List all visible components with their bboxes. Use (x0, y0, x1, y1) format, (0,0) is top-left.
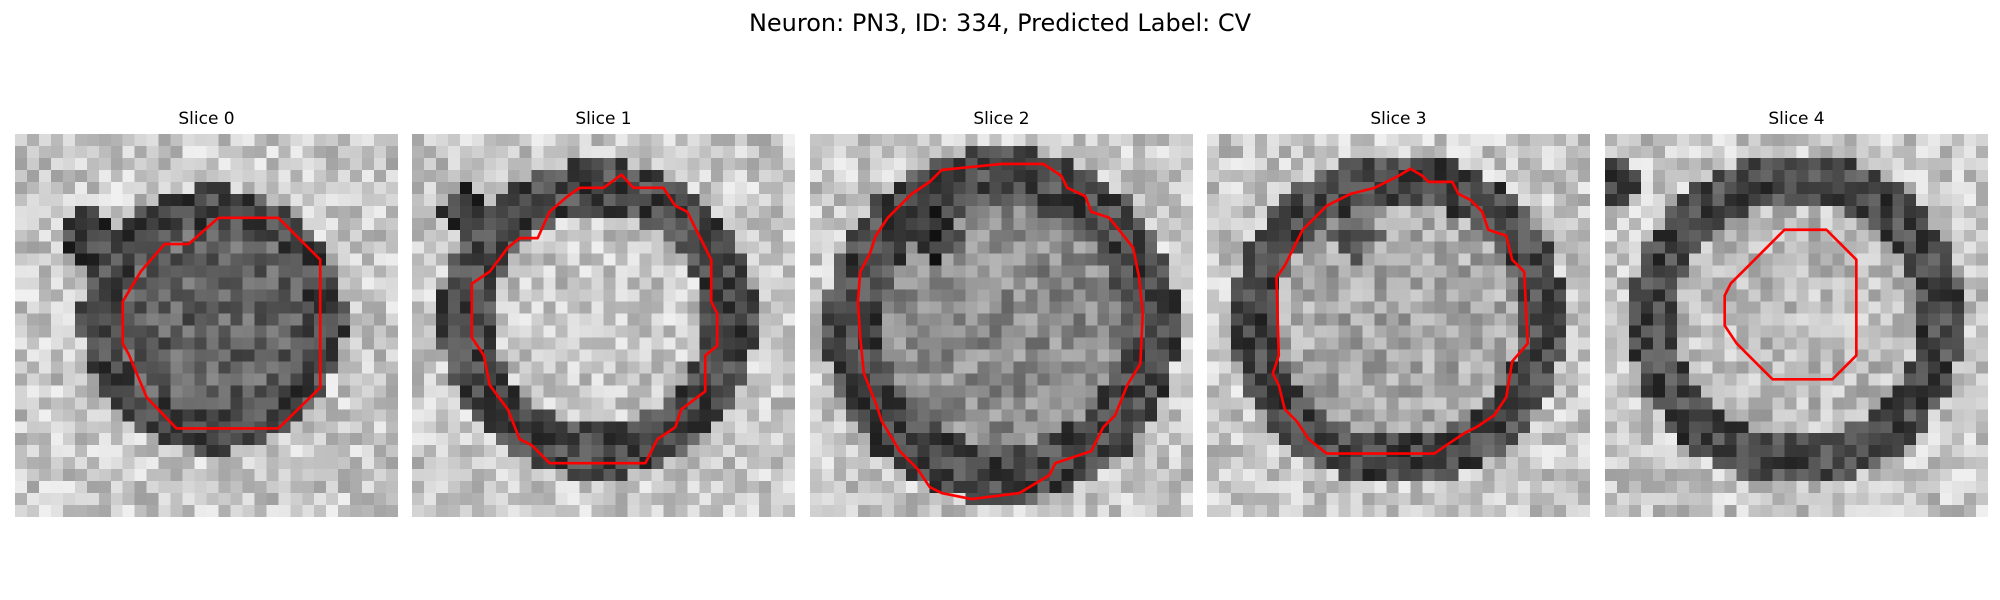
slice-image-4 (1605, 134, 1988, 517)
slice-pixels-2 (810, 134, 1193, 517)
roi-contour-2 (856, 162, 1145, 501)
slice-pixels-3 (1207, 134, 1590, 517)
roi-contour-3 (1271, 167, 1530, 455)
slice-panel-1: Slice 1 (412, 108, 795, 517)
roi-contour-1 (470, 173, 719, 465)
slice-pixels-4 (1605, 134, 1988, 517)
slice-image-3 (1207, 134, 1590, 517)
slice-title-1: Slice 1 (575, 109, 632, 129)
slice-panel-2: Slice 2 (810, 108, 1193, 517)
slice-pixels-0 (15, 134, 398, 517)
slice-image-1 (412, 134, 795, 517)
figure-title: Neuron: PN3, ID: 334, Predicted Label: C… (748, 9, 1252, 37)
slice-pixels-1 (412, 134, 795, 517)
roi-contour-0 (121, 216, 322, 430)
slice-title-2: Slice 2 (973, 109, 1030, 129)
slice-title-4: Slice 4 (1768, 109, 1825, 129)
slice-title-3: Slice 3 (1370, 109, 1427, 129)
slice-panel-0: Slice 0 (15, 108, 398, 517)
slice-image-2 (810, 134, 1193, 517)
slice-panel-3: Slice 3 (1207, 108, 1590, 517)
slice-image-0 (15, 134, 398, 517)
slice-panel-4: Slice 4 (1605, 108, 1988, 517)
slice-title-0: Slice 0 (178, 109, 235, 129)
roi-contour-4 (1723, 228, 1858, 381)
